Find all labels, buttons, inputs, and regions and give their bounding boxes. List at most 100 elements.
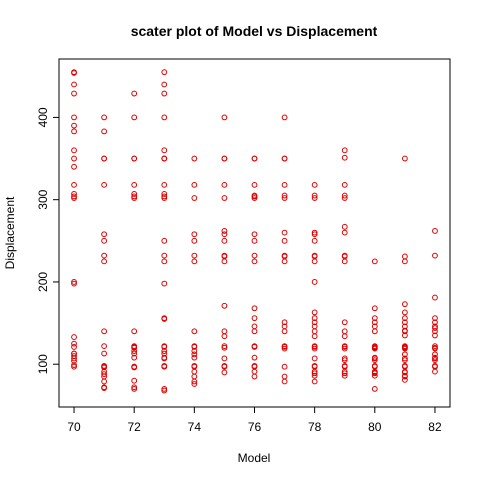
data-point <box>221 333 228 340</box>
data-point <box>432 325 438 331</box>
data-point <box>101 252 108 259</box>
data-point <box>341 147 348 154</box>
data-point <box>401 351 408 358</box>
data-point <box>311 309 318 316</box>
data-point <box>281 114 288 121</box>
data-point <box>251 305 258 312</box>
data-point <box>401 376 408 383</box>
data-point <box>221 237 228 244</box>
data-point <box>221 258 228 265</box>
data-point <box>251 328 258 335</box>
data-point <box>401 319 408 326</box>
data-point <box>432 345 438 352</box>
data-point <box>101 328 108 335</box>
data-point <box>311 231 318 238</box>
data-point <box>101 378 108 385</box>
data-point <box>281 181 288 188</box>
data-point <box>161 147 168 154</box>
data-point <box>101 371 108 377</box>
data-point <box>161 348 168 354</box>
data-point <box>221 344 228 351</box>
data-point <box>221 228 228 234</box>
data-point <box>101 237 108 244</box>
data-point <box>311 315 318 322</box>
data-point <box>161 258 168 265</box>
data-point <box>101 343 108 350</box>
data-point <box>131 386 138 392</box>
x-tick-label: 72 <box>128 420 142 434</box>
data-point <box>371 386 378 392</box>
data-point <box>371 345 378 352</box>
data-point <box>71 90 77 97</box>
data-point <box>401 155 408 162</box>
data-point <box>161 316 168 322</box>
data-point <box>281 319 288 326</box>
data-point <box>101 258 108 265</box>
data-point <box>401 355 408 362</box>
data-point <box>371 370 378 377</box>
data-point <box>401 328 408 335</box>
data-point <box>221 114 228 121</box>
x-tick-label: 70 <box>67 420 81 434</box>
data-point <box>371 355 378 362</box>
data-point <box>221 195 228 201</box>
data-point <box>251 315 258 322</box>
data-point <box>341 344 348 350</box>
data-point <box>191 231 198 238</box>
data-point <box>71 181 77 188</box>
x-tick-label: 74 <box>188 420 202 434</box>
data-point <box>311 370 318 377</box>
data-point <box>311 181 318 188</box>
data-point <box>161 280 168 287</box>
data-point <box>101 350 108 357</box>
data-point <box>161 191 168 197</box>
data-point <box>371 315 378 322</box>
data-point <box>432 355 438 362</box>
data-point <box>251 231 258 238</box>
data-point <box>71 114 77 121</box>
data-point <box>161 193 168 200</box>
data-point <box>101 231 108 238</box>
data-point <box>131 344 138 351</box>
data-point <box>371 258 378 265</box>
data-point <box>71 340 77 347</box>
data-point <box>71 334 77 340</box>
x-tick-label: 78 <box>308 420 322 434</box>
data-point <box>131 384 138 391</box>
data-point <box>251 344 258 350</box>
data-point <box>432 351 438 358</box>
data-point <box>131 191 138 197</box>
data-point <box>71 128 77 135</box>
data-point <box>161 237 168 244</box>
data-point <box>341 195 348 201</box>
data-point <box>401 369 408 376</box>
data-point <box>371 357 378 364</box>
data-point <box>341 223 348 230</box>
data-point <box>71 70 77 76</box>
x-axis: 70 72 74 76 78 80 82 <box>67 406 442 434</box>
data-point <box>71 363 77 370</box>
data-point <box>131 155 138 162</box>
data-point <box>191 252 198 259</box>
data-point <box>401 332 408 339</box>
data-point <box>341 258 348 265</box>
data-point <box>251 354 258 361</box>
y-tick-label: 100 <box>36 354 50 374</box>
data-point <box>281 344 288 350</box>
data-point <box>341 154 348 161</box>
data-point <box>191 195 198 201</box>
data-point <box>101 128 108 135</box>
data-point <box>131 114 138 121</box>
data-point <box>221 155 228 162</box>
data-points <box>71 69 438 394</box>
data-point <box>161 363 168 370</box>
data-point <box>281 328 288 335</box>
data-point <box>221 181 228 188</box>
data-point <box>341 370 348 377</box>
data-point <box>161 344 168 350</box>
data-point <box>311 355 318 362</box>
data-point <box>311 237 318 244</box>
data-point <box>432 315 438 322</box>
data-point <box>251 155 258 162</box>
data-point <box>71 279 77 285</box>
